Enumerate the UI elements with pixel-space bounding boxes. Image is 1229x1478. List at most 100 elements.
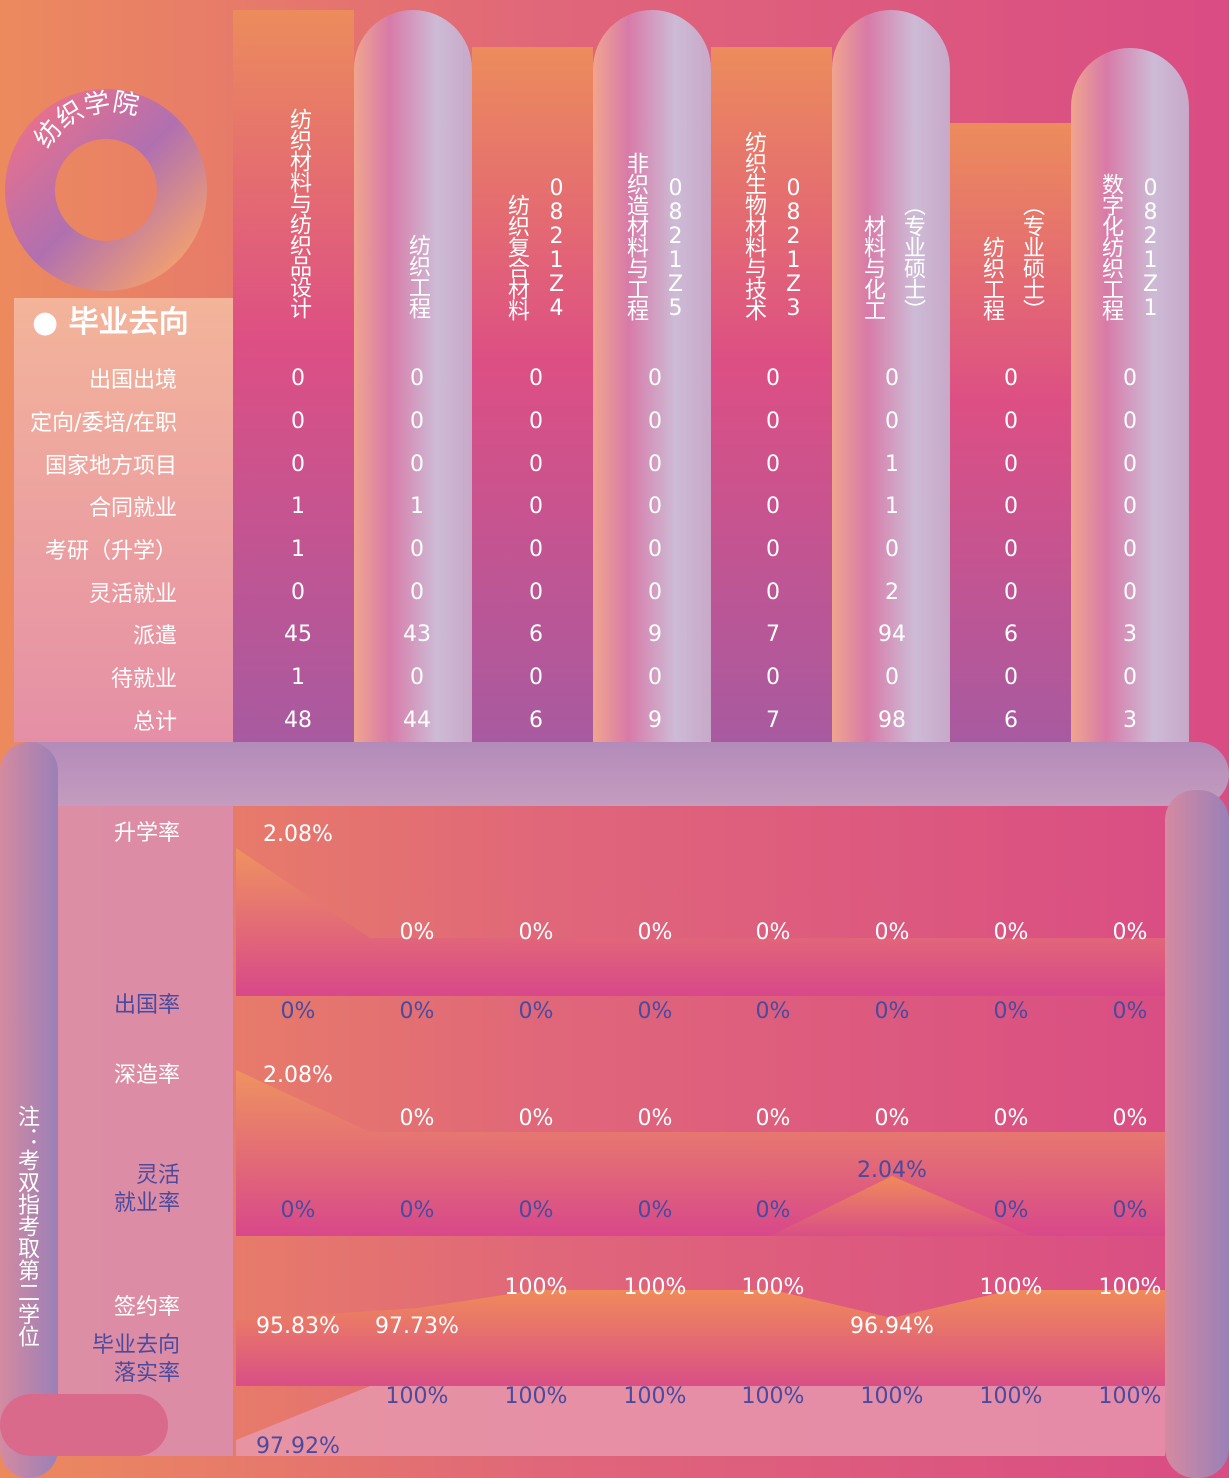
row-label: 灵活就业 xyxy=(88,582,177,607)
table-cell: 0 xyxy=(1004,580,1018,605)
table-cell: 44 xyxy=(403,708,431,733)
table-cell: 45 xyxy=(284,622,312,647)
table-cell: 0 xyxy=(529,366,543,391)
table-cell: 0 xyxy=(1004,409,1018,434)
table-cell: 0 xyxy=(648,452,662,477)
major-name: 材料与化工 xyxy=(860,215,885,320)
major-name: 纺织生物材料与技术 xyxy=(741,131,766,320)
table-cell: 0 xyxy=(291,580,305,605)
major-name: 数字化纺织工程 xyxy=(1098,173,1123,320)
row-label: 总计 xyxy=(132,710,177,735)
table-cell: 0 xyxy=(1004,494,1018,519)
rate-value: 0% xyxy=(1112,1106,1148,1131)
table-cell: 0 xyxy=(885,409,899,434)
table-cell: 0 xyxy=(1004,537,1018,562)
rate-value: 2.08% xyxy=(263,1063,333,1088)
table-cell: 6 xyxy=(529,708,543,733)
rate-value: 0% xyxy=(399,1198,435,1223)
row-label: 定向/委培/在职 xyxy=(30,411,177,436)
table-cell: 0 xyxy=(529,494,543,519)
rate-value: 0% xyxy=(755,999,791,1024)
table-cell: 0 xyxy=(648,366,662,391)
table-cell: 0 xyxy=(648,537,662,562)
row-label: 出国出境 xyxy=(88,368,177,393)
table-cell: 7 xyxy=(766,708,780,733)
rate-value: 0% xyxy=(1112,920,1148,945)
table-cell: 0 xyxy=(766,665,780,690)
table-cell: 0 xyxy=(648,494,662,519)
table-cell: 6 xyxy=(1004,708,1018,733)
table-cell: 0 xyxy=(1004,452,1018,477)
rate-value: 0% xyxy=(518,920,554,945)
rate-value: 0% xyxy=(637,999,673,1024)
table-cell: 2 xyxy=(885,580,899,605)
rate-value: 0% xyxy=(993,920,1029,945)
table-cell: 3 xyxy=(1123,622,1137,647)
table-cell: 1 xyxy=(410,494,424,519)
rate-value: 0% xyxy=(518,999,554,1024)
table-cell: 0 xyxy=(529,452,543,477)
table-cell: 0 xyxy=(410,580,424,605)
rate-value: 0% xyxy=(874,920,910,945)
table-cell: 1 xyxy=(291,494,305,519)
table-cell: 0 xyxy=(1123,452,1137,477)
table-cell: 43 xyxy=(403,622,431,647)
table-cell: 0 xyxy=(885,366,899,391)
rate-value: 100% xyxy=(1098,1384,1162,1409)
table-cell: 0 xyxy=(648,665,662,690)
rate-label: 深造率 xyxy=(113,1063,180,1088)
rate-value: 0% xyxy=(1112,1198,1148,1223)
rate-value: 0% xyxy=(399,920,435,945)
table-cell: 0 xyxy=(766,494,780,519)
rate-value: 0% xyxy=(755,1198,791,1223)
major-code: （专业硕士） xyxy=(1019,194,1044,320)
rate-value: 2.08% xyxy=(263,822,333,847)
table-cell: 0 xyxy=(885,537,899,562)
rate-value: 100% xyxy=(623,1384,687,1409)
rate-value: 100% xyxy=(1098,1275,1162,1300)
major-code: 0821Z4 xyxy=(544,176,569,320)
rate-value: 100% xyxy=(504,1275,568,1300)
table-cell: 0 xyxy=(1004,665,1018,690)
major-name: 非织造材料与工程 xyxy=(623,152,648,320)
rate-label: 灵活 xyxy=(135,1163,180,1188)
table-cell: 1 xyxy=(291,665,305,690)
rate-value: 0% xyxy=(993,1106,1029,1131)
rate-label: 毕业去向 xyxy=(91,1333,180,1358)
table-cell: 0 xyxy=(410,452,424,477)
rate-value: 0% xyxy=(399,999,435,1024)
row-label: 派遣 xyxy=(132,624,177,649)
table-cell: 0 xyxy=(529,409,543,434)
rate-value: 96.94% xyxy=(850,1314,934,1339)
rate-value: 100% xyxy=(623,1275,687,1300)
rate-value: 100% xyxy=(741,1275,805,1300)
rate-label: 签约率 xyxy=(113,1295,180,1320)
rate-value: 100% xyxy=(504,1384,568,1409)
rate-value: 0% xyxy=(755,920,791,945)
table-cell: 0 xyxy=(766,409,780,434)
major-name: 纺织工程 xyxy=(405,234,430,318)
table-cell: 0 xyxy=(291,366,305,391)
table-cell: 1 xyxy=(885,452,899,477)
table-cell: 0 xyxy=(1004,366,1018,391)
table-cell: 0 xyxy=(1123,494,1137,519)
table-cell: 0 xyxy=(529,580,543,605)
table-cell: 3 xyxy=(1123,708,1137,733)
table-cell: 0 xyxy=(529,537,543,562)
table-cell: 6 xyxy=(529,622,543,647)
rate-value: 100% xyxy=(741,1384,805,1409)
rate-value: 0% xyxy=(637,920,673,945)
table-cell: 0 xyxy=(766,580,780,605)
rate-label: 就业率 xyxy=(113,1191,180,1216)
rate-value: 0% xyxy=(993,1198,1029,1223)
rate-label: 落实率 xyxy=(113,1361,180,1386)
rate-value: 97.73% xyxy=(375,1314,459,1339)
major-code: 0821Z1 xyxy=(1138,176,1163,320)
rate-value: 95.83% xyxy=(256,1314,340,1339)
table-cell: 0 xyxy=(648,580,662,605)
major-code: （专业硕士） xyxy=(900,194,925,320)
rate-value: 0% xyxy=(874,1106,910,1131)
rate-value: 100% xyxy=(385,1384,449,1409)
rate-value: 100% xyxy=(860,1384,924,1409)
